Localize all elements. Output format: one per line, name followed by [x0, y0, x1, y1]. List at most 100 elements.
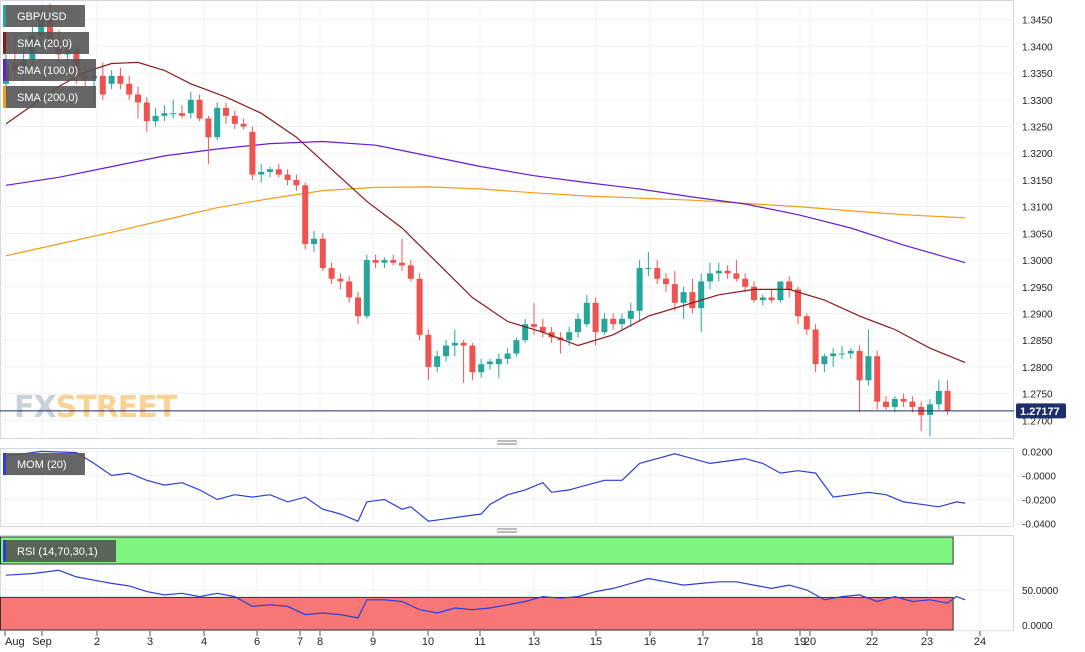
rsi-line	[5, 569, 966, 619]
candle	[267, 166, 273, 178]
candle	[891, 396, 898, 413]
x-tick-label: 24	[974, 636, 986, 648]
candle	[152, 107, 159, 127]
candle	[865, 329, 872, 386]
legend-item-gbpusd[interactable]: GBP/USD	[3, 5, 85, 27]
pane-resize-handle[interactable]	[497, 528, 517, 533]
candle	[117, 67, 124, 90]
main-y-tick: 1.3100	[1022, 203, 1053, 214]
candle	[680, 286, 687, 319]
candle	[733, 260, 740, 282]
rsi-overbought-zone	[0, 536, 954, 565]
x-tick-label: 17	[697, 636, 709, 648]
candle	[363, 254, 370, 319]
candle	[927, 398, 933, 437]
candle	[715, 262, 722, 282]
x-tick-label: 4	[201, 636, 207, 648]
candle	[847, 348, 854, 359]
candle	[346, 276, 353, 303]
main-y-tick: 1.3150	[1022, 176, 1053, 187]
mom-y-axis: 0.0200 -0.0000 -0.0200 -0.0400	[1022, 447, 1056, 530]
candle	[179, 105, 185, 119]
main-y-tick: 1.3250	[1022, 123, 1053, 134]
x-tick-label: 19	[794, 636, 806, 648]
legend-item-rsi[interactable]: RSI (14,70,30,1)	[3, 540, 116, 562]
candle	[874, 350, 881, 410]
main-y-tick: 1.3050	[1022, 229, 1053, 240]
candle	[390, 254, 397, 266]
candle	[583, 294, 590, 327]
rsi-gridlines	[0, 589, 1014, 632]
candle	[478, 358, 485, 378]
candle	[883, 396, 889, 410]
legend-item-mom[interactable]: MOM (20)	[3, 453, 85, 475]
x-tick-label: 23	[921, 636, 933, 648]
candle	[205, 115, 212, 164]
candle	[935, 380, 942, 410]
svg-text:MOM (20): MOM (20)	[17, 459, 67, 471]
candle	[900, 393, 907, 407]
x-tick-label: 18	[751, 636, 763, 648]
candle	[460, 340, 467, 383]
candle	[777, 281, 784, 303]
sma-20-series	[5, 61, 966, 364]
candle	[258, 163, 265, 183]
x-tick-label: 3	[147, 636, 153, 648]
candle	[495, 353, 502, 378]
candle	[416, 273, 423, 341]
svg-text:SMA (200,0): SMA (200,0)	[17, 92, 78, 104]
candle	[786, 276, 793, 298]
candle	[821, 353, 828, 373]
candle	[751, 281, 757, 303]
candle	[469, 342, 476, 381]
mom-y-tick: -0.0400	[1022, 520, 1056, 531]
candle	[513, 337, 520, 357]
pane-resize-handle[interactable]	[497, 440, 517, 445]
x-tick-label: 2	[94, 636, 100, 648]
legend-item-sma20[interactable]: SMA (20,0)	[3, 32, 89, 54]
candle	[126, 75, 133, 100]
legend-item-sma200[interactable]: SMA (200,0)	[3, 86, 96, 108]
svg-text:1.27177: 1.27177	[1020, 406, 1060, 418]
x-tick-label: 20	[804, 636, 816, 648]
sma-200-series	[5, 186, 966, 257]
candle	[143, 97, 150, 132]
sma-200-line	[5, 186, 966, 257]
candle	[381, 257, 388, 269]
legend-item-sma100[interactable]: SMA (100,0)	[3, 59, 96, 81]
candle	[830, 348, 837, 367]
candle	[223, 102, 229, 124]
candle	[742, 273, 749, 293]
main-y-tick: 1.3450	[1022, 16, 1053, 27]
svg-text:SMA (100,0): SMA (100,0)	[17, 65, 78, 77]
x-tick-label: 6	[254, 636, 260, 648]
candle	[504, 348, 511, 365]
candlestick-series	[3, 3, 951, 437]
candle	[214, 102, 221, 140]
mom-panel	[0, 448, 1014, 527]
candle	[539, 318, 546, 338]
candle	[187, 91, 194, 119]
candle	[724, 265, 731, 279]
watermark: FXSTREET	[14, 390, 178, 425]
candle	[698, 273, 705, 333]
x-tick-label: 9	[370, 636, 376, 648]
candle	[707, 262, 713, 290]
x-tick-label: 13	[528, 636, 540, 648]
candle	[803, 313, 810, 335]
mom-y-tick: -0.0200	[1022, 496, 1056, 507]
candle	[759, 294, 766, 306]
candle	[601, 313, 608, 335]
candle	[355, 292, 361, 325]
main-y-tick: 1.2950	[1022, 283, 1053, 294]
rsi-y-tick: 0.0000	[1022, 621, 1053, 632]
candle	[663, 273, 669, 293]
main-y-tick: 1.2700	[1022, 416, 1053, 427]
candle	[240, 118, 247, 130]
rsi-y-tick: 50.0000	[1022, 586, 1059, 597]
x-tick-label: 10	[422, 636, 434, 648]
main-y-tick: 1.3350	[1022, 69, 1053, 80]
candle	[443, 340, 449, 362]
